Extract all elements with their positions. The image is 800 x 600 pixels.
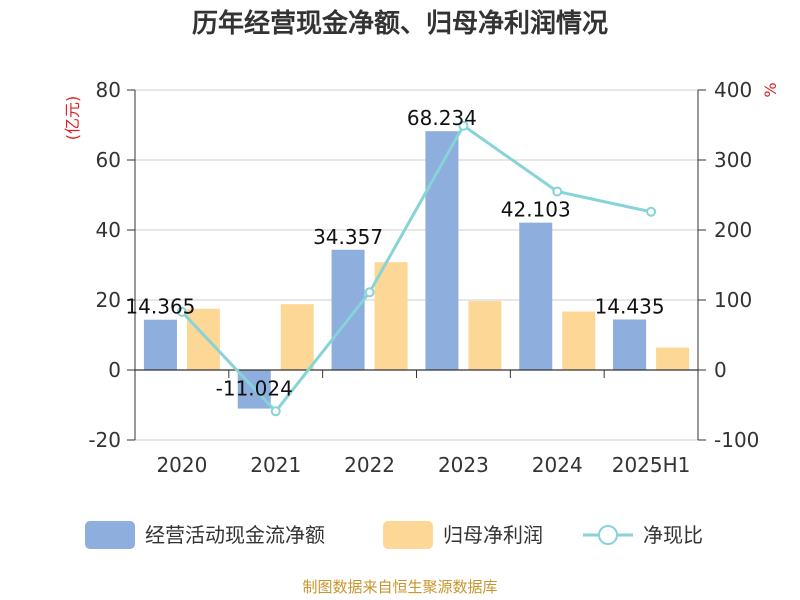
left-axis-tick-label: 20 — [96, 288, 121, 312]
bar-net-profit — [562, 311, 596, 370]
right-axis-tick-label: -100 — [714, 428, 759, 452]
bar-net-profit — [374, 262, 408, 370]
bar-value-label: 14.435 — [595, 294, 665, 318]
bar-cashflow — [331, 249, 365, 370]
bar-value-label: 14.365 — [125, 295, 195, 319]
right-axis-tick-label: 200 — [714, 218, 752, 242]
right-axis-unit: % — [761, 82, 780, 97]
net-cash-ratio-point — [458, 120, 469, 131]
chart-title: 历年经营现金净额、归母净利润情况 — [192, 8, 608, 39]
data-labels: 14.365 -11.024 34.357 68.234 42.103 14.435 — [125, 106, 664, 400]
left-axis-unit: (亿元) — [63, 96, 82, 141]
bar-net-profit — [656, 347, 690, 370]
bar-value-label: 34.357 — [313, 225, 383, 249]
x-axis-tick-label: 2022 — [344, 453, 395, 477]
bar-value-label: -11.024 — [216, 377, 293, 401]
x-axis-tick-label: 2024 — [532, 453, 583, 477]
axes: -20 0 20 40 60 80 -100 0 100 200 300 400 2020 2021 202… — [88, 78, 759, 477]
legend-item-net-profit-swatch — [383, 521, 433, 549]
left-axis-tick-label: 40 — [96, 218, 121, 242]
left-axis-tick-label: -20 — [88, 428, 121, 452]
legend-item-ratio-marker — [598, 525, 618, 545]
legend-item-cashflow-label: 经营活动现金流净额 — [145, 523, 325, 547]
bars — [143, 131, 690, 409]
bar-cashflow — [143, 319, 177, 370]
x-axis-tick-label: 2023 — [438, 453, 489, 477]
left-axis-tick-label: 60 — [96, 148, 121, 172]
bar-value-label: 42.103 — [501, 198, 571, 222]
line-series — [176, 120, 657, 417]
bar-cashflow — [519, 222, 553, 370]
left-axis-tick-label: 0 — [108, 358, 121, 382]
right-axis-tick-label: 400 — [714, 78, 752, 102]
x-axis-tick-label: 2021 — [250, 453, 301, 477]
bar-cashflow — [613, 319, 647, 370]
net-cash-ratio-point — [364, 287, 375, 298]
legend-item-cashflow-swatch — [85, 521, 135, 549]
net-cash-ratio-line — [180, 123, 652, 414]
net-cash-ratio-point — [270, 406, 281, 417]
x-axis-tick-label: 2025H1 — [612, 453, 691, 477]
right-axis-tick-label: 0 — [714, 358, 727, 382]
net-cash-ratio-point — [646, 206, 657, 217]
bar-value-label: 68.234 — [407, 106, 477, 130]
x-axis-tick-label: 2020 — [156, 453, 207, 477]
legend-item-ratio-label: 净现比 — [643, 523, 703, 547]
left-axis-tick-label: 80 — [96, 78, 121, 102]
right-axis-tick-label: 300 — [714, 148, 752, 172]
bar-net-profit — [468, 301, 502, 370]
right-axis-tick-label: 100 — [714, 288, 752, 312]
source-note: 制图数据来自恒生聚源数据库 — [302, 578, 497, 596]
legend: 经营活动现金流净额 归母净利润 净现比 — [85, 521, 703, 549]
bar-net-profit — [280, 304, 314, 370]
legend-item-net-profit-label: 归母净利润 — [443, 523, 543, 547]
bar-cashflow — [425, 131, 459, 370]
grid-lines — [135, 89, 698, 441]
net-cash-ratio-point — [176, 306, 187, 317]
net-cash-ratio-point — [552, 186, 563, 197]
bar-net-profit — [186, 308, 220, 370]
